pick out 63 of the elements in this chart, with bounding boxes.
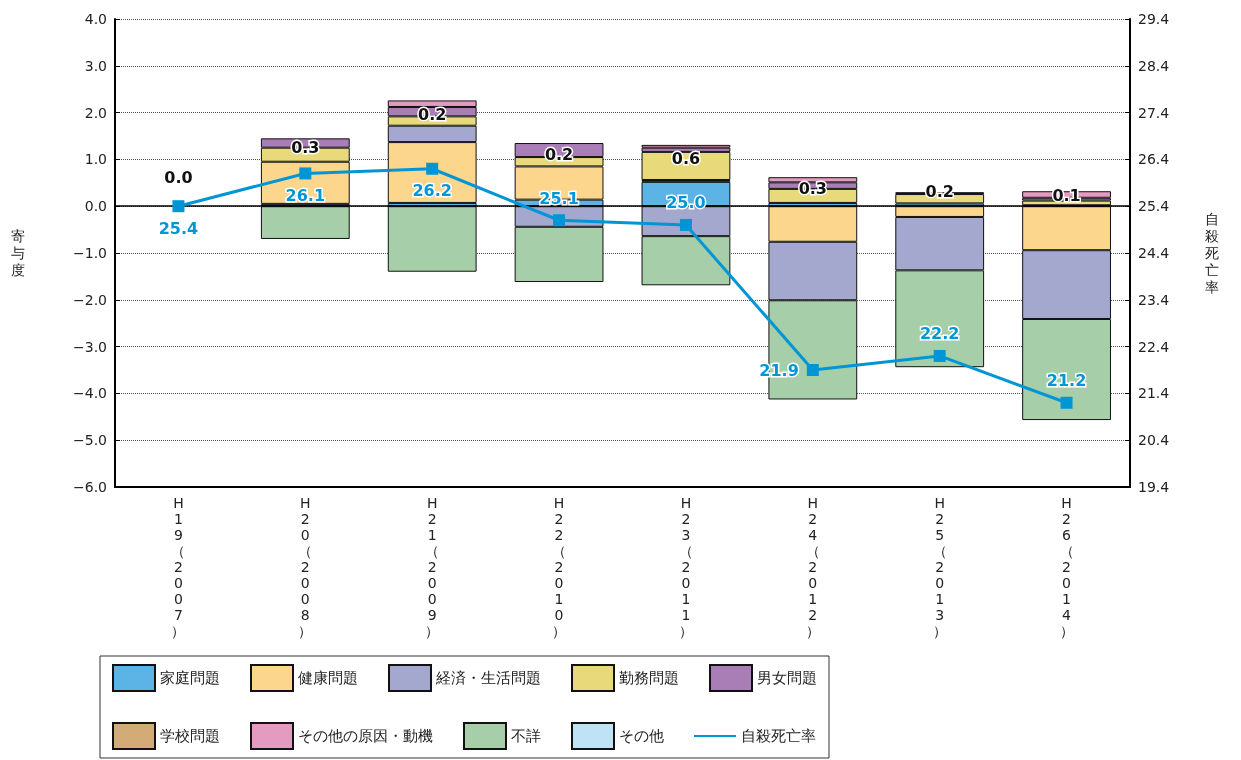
legend-label: 勤務問題: [619, 669, 679, 687]
category-label: H24（2012）: [805, 495, 820, 639]
data-label: 26.2: [412, 181, 452, 201]
data-label: 0.2: [925, 182, 954, 202]
data-label: 25.4: [158, 218, 199, 238]
point: [806, 364, 819, 376]
point: [299, 167, 312, 180]
y2-tick-label: 24.4: [1138, 245, 1170, 261]
category-label: H21（2009）: [425, 495, 440, 639]
point: [1060, 396, 1073, 409]
y2-tick-label: 27.4: [1138, 104, 1170, 121]
y2-tick-label: 19.4: [1138, 479, 1170, 495]
category-label: H26（2014）: [1059, 495, 1074, 639]
legend-label: その他の原因・動機: [298, 727, 433, 745]
y-tick-label: −1.0: [73, 245, 107, 261]
point: [553, 214, 566, 227]
y2-tick-label: 25.4: [1138, 198, 1170, 215]
legend-label: 男女問題: [757, 669, 817, 687]
y2-tick-label: 29.4: [1138, 11, 1170, 27]
legend-label: 経済・生活問題: [435, 669, 541, 687]
point: [426, 162, 439, 175]
y2-tick-label: 22.4: [1138, 338, 1170, 355]
data-label: 25.1: [539, 188, 579, 208]
data-label: 26.1: [285, 185, 326, 205]
y2-tick-label: 23.4: [1138, 291, 1170, 308]
data-label: 0.0: [164, 167, 193, 187]
y2-tick-label: 20.4: [1138, 432, 1170, 449]
data-label: 21.2: [1046, 371, 1087, 391]
point: [679, 218, 692, 231]
data-label: 0.3: [291, 138, 320, 158]
y-tick-label: 0.0: [84, 198, 107, 215]
bar: [260, 206, 350, 239]
y-tick-label: 4.0: [84, 11, 107, 27]
legend-label: 家庭問題: [160, 669, 220, 687]
y-tick-label: −6.0: [73, 479, 107, 495]
y-tick-label: −3.0: [73, 338, 107, 355]
legend-label: 学校問題: [160, 727, 220, 745]
point: [172, 200, 185, 213]
category-label: H23（2011）: [678, 495, 693, 639]
y-tick-label: −5.0: [73, 432, 107, 449]
category-label: H19（2007）: [171, 495, 186, 639]
category-label: H20（2008）: [298, 495, 313, 639]
y2-tick-label: 28.4: [1138, 57, 1170, 74]
category-label: H25（2013）: [932, 495, 947, 639]
y2-tick-label: 21.4: [1138, 385, 1170, 402]
y-tick-label: 2.0: [84, 104, 107, 121]
y2-axis-title: 自殺死亡率: [1205, 211, 1219, 295]
y-axis-title: 寄与度: [11, 228, 25, 278]
y-tick-label: −4.0: [73, 385, 107, 402]
data-label: 22.2: [919, 324, 960, 344]
category-label: H22（2010）: [552, 495, 567, 639]
point: [933, 349, 946, 362]
y-tick-label: 3.0: [84, 57, 107, 74]
data-label: 0.6: [671, 149, 701, 169]
legend-label: 自殺死亡率: [741, 727, 816, 745]
y2-tick-label: 26.4: [1138, 151, 1170, 168]
legend-label: その他: [619, 727, 664, 745]
legend-label: 健康問題: [298, 669, 358, 687]
legend-label: 不詳: [511, 727, 541, 745]
bar: [387, 206, 477, 272]
y-tick-label: −2.0: [73, 291, 107, 308]
y-tick-label: 1.0: [84, 151, 107, 168]
data-label: 0.3: [798, 179, 827, 199]
